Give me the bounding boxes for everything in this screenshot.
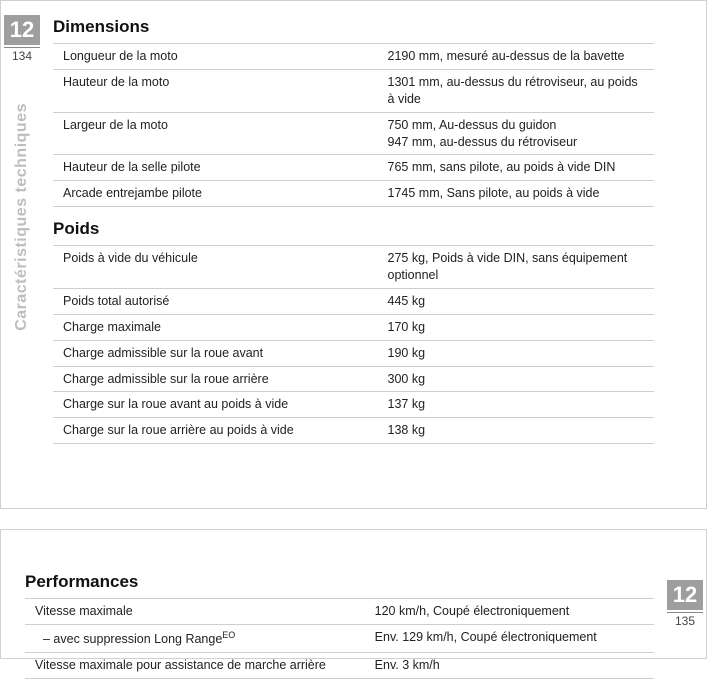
spec-value: 765 mm, sans pilote, au poids à vide DIN [378,155,654,181]
table-row: Largeur de la moto750 mm, Au-dessus du g… [53,112,654,155]
spec-label: Charge sur la roue avant au poids à vide [53,392,378,418]
vertical-section-label: Caractéristiques techniques [13,103,31,331]
content-bottom: Performances Vitesse maximale 120 km/h, … [25,530,654,679]
table-row: Poids total autorisé445 kg [53,288,654,314]
page-number-bottom: 135 [667,612,703,628]
table-row: – avec suppression Long RangeEO Env. 129… [25,624,654,652]
table-row: Hauteur de la selle pilote765 mm, sans p… [53,155,654,181]
table-row: Arcade entrejambe pilote1745 mm, Sans pi… [53,181,654,207]
spec-value: Env. 129 km/h, Coupé électroniquement [365,624,654,652]
spec-value: 137 kg [378,392,654,418]
spec-value: 120 km/h, Coupé électroniquement [365,599,654,625]
spec-label: Charge sur la roue arrière au poids à vi… [53,418,378,444]
spec-label: Longueur de la moto [53,44,378,70]
spec-label: Charge maximale [53,314,378,340]
content-top: Dimensions Longueur de la moto2190 mm, m… [53,1,654,444]
spec-value: 445 kg [378,288,654,314]
table-row: Charge sur la roue avant au poids à vide… [53,392,654,418]
spec-label: Charge admissible sur la roue arrière [53,366,378,392]
spec-label: Poids à vide du véhicule [53,246,378,289]
spec-label: Poids total autorisé [53,288,378,314]
superscript: EO [222,630,235,640]
spec-label: Hauteur de la selle pilote [53,155,378,181]
sidebar-right: 12 135 [664,566,706,628]
sidebar-left: 12 134 Caractéristiques techniques [1,1,43,331]
spec-value: 170 kg [378,314,654,340]
spec-value: Env. 3 km/h [365,652,654,678]
spec-value: 300 kg [378,366,654,392]
page-number-top: 134 [4,47,40,63]
table-row: Charge sur la roue arrière au poids à vi… [53,418,654,444]
table-poids: Poids à vide du véhicule275 kg, Poids à … [53,245,654,444]
spec-label: – avec suppression Long RangeEO [25,624,365,652]
chapter-number: 12 [667,580,703,610]
spec-label: Largeur de la moto [53,112,378,155]
table-row: Hauteur de la moto1301 mm, au-dessus du … [53,69,654,112]
table-row: Charge maximale170 kg [53,314,654,340]
section-title-performances: Performances [25,572,654,592]
page-gap [0,509,707,529]
spec-value: 275 kg, Poids à vide DIN, sans équipemen… [378,246,654,289]
spec-label: Vitesse maximale [25,599,365,625]
page-134: 12 134 Caractéristiques techniques Dimen… [0,0,707,509]
table-row: Vitesse maximale 120 km/h, Coupé électro… [25,599,654,625]
spec-label: Charge admissible sur la roue avant [53,340,378,366]
spec-value: 190 kg [378,340,654,366]
spec-label: Hauteur de la moto [53,69,378,112]
table-row: Charge admissible sur la roue arrière300… [53,366,654,392]
spec-value: 1301 mm, au-dessus du rétroviseur, au po… [378,69,654,112]
page-135: 12 135 Performances Vitesse maximale 120… [0,529,707,659]
spec-value: 138 kg [378,418,654,444]
section-title-poids: Poids [53,219,654,239]
table-row: Poids à vide du véhicule275 kg, Poids à … [53,246,654,289]
table-performances: Vitesse maximale 120 km/h, Coupé électro… [25,598,654,679]
chapter-number: 12 [4,15,40,45]
table-row: Vitesse maximale pour assistance de marc… [25,652,654,678]
spec-value: 1745 mm, Sans pilote, au poids à vide [378,181,654,207]
spec-value: 2190 mm, mesuré au-dessus de la bavette [378,44,654,70]
spec-value: 750 mm, Au-dessus du guidon947 mm, au-de… [378,112,654,155]
spec-label: Vitesse maximale pour assistance de marc… [25,652,365,678]
table-dimensions: Longueur de la moto2190 mm, mesuré au-de… [53,43,654,207]
table-row: Longueur de la moto2190 mm, mesuré au-de… [53,44,654,70]
spec-label-text: – avec suppression Long Range [35,632,222,646]
table-row: Charge admissible sur la roue avant190 k… [53,340,654,366]
spec-label: Arcade entrejambe pilote [53,181,378,207]
section-title-dimensions: Dimensions [53,17,654,37]
